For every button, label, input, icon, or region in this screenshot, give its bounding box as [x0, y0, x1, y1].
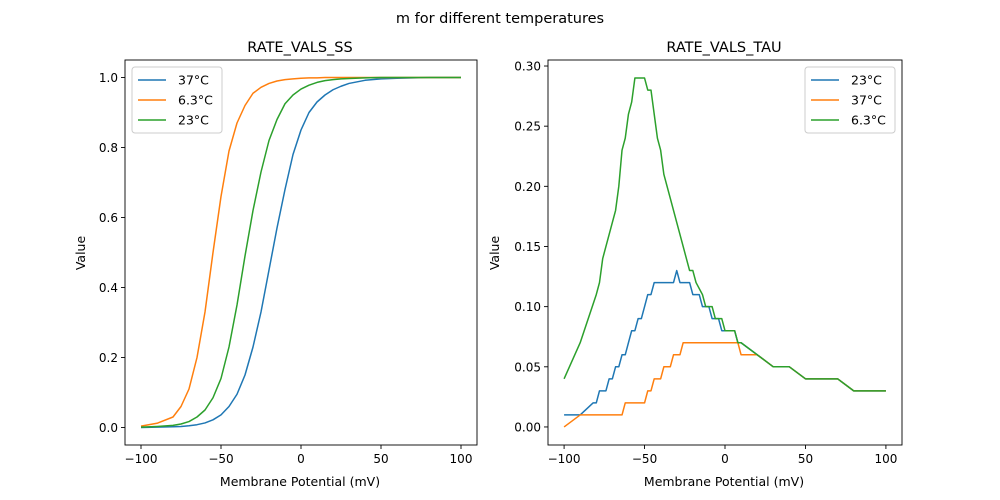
ss-ytick-label: 0.8 [99, 141, 118, 155]
ss-xtick-label: 50 [373, 452, 388, 466]
ss-ytick-label: 0.6 [99, 211, 118, 225]
tau-ytick-label: 0.05 [514, 360, 541, 374]
tau-xtick-label: −100 [548, 452, 581, 466]
ss-xtick-label: −100 [125, 452, 158, 466]
tau-ytick-label: 0.15 [514, 240, 541, 254]
tau-legend-label: 37°C [851, 93, 882, 108]
ss-ytick-label: 0.2 [99, 351, 118, 365]
ss-ytick-label: 0.0 [99, 421, 118, 435]
ss-series-line-0 [140, 76, 461, 429]
tau-xtick-label: 50 [798, 452, 813, 466]
tau-ytick-label: 0.30 [514, 60, 541, 74]
tau-xtick-label: 0 [721, 452, 729, 466]
tau-legend-label: 23°C [851, 73, 882, 88]
ss-xtick-label: 100 [450, 452, 473, 466]
tau-ytick-label: 0.10 [514, 300, 541, 314]
ss-axes: RATE_VALS_SS Membrane Potential (mV) Val… [73, 40, 478, 489]
ss-xtick-label: −50 [208, 452, 233, 466]
tau-xtick-label: −50 [632, 452, 657, 466]
tau-legend-box [804, 66, 896, 134]
ss-ytick-label: 0.4 [99, 281, 118, 295]
ss-ytick-label: 1.0 [99, 71, 118, 85]
tau-ytick-label: 0.20 [514, 180, 541, 194]
ss-legend-label: 6.3°C [178, 93, 213, 108]
ss-title: RATE_VALS_SS [247, 40, 352, 56]
tau-legend: 23°C 37°C 6.3°C [804, 66, 896, 134]
ss-xtick-label: 0 [297, 452, 305, 466]
ss-series-line-2 [140, 76, 461, 428]
tau-axes: RATE_VALS_TAU Membrane Potential (mV) Va… [487, 40, 903, 489]
ss-legend-label: 23°C [178, 113, 209, 128]
tau-xtick-label: 100 [874, 452, 897, 466]
tau-series-line-2 [563, 77, 886, 392]
tau-title: RATE_VALS_TAU [666, 40, 781, 56]
ss-legend-label: 37°C [178, 73, 209, 88]
tau-ytick-label: 0.25 [514, 120, 541, 134]
ss-legend: 37°C 6.3°C 23°C [131, 66, 223, 134]
tau-legend-label: 6.3°C [851, 113, 886, 128]
tau-ylabel: Value [487, 236, 502, 271]
tau-series-line-1 [563, 341, 886, 428]
tau-ytick-label: 0.00 [514, 420, 541, 434]
ss-xlabel: Membrane Potential (mV) [220, 474, 380, 489]
ss-ylabel: Value [73, 236, 88, 271]
ss-legend-box [131, 66, 223, 134]
tau-xlabel: Membrane Potential (mV) [644, 474, 804, 489]
figure-suptitle: m for different temperatures [396, 11, 604, 27]
